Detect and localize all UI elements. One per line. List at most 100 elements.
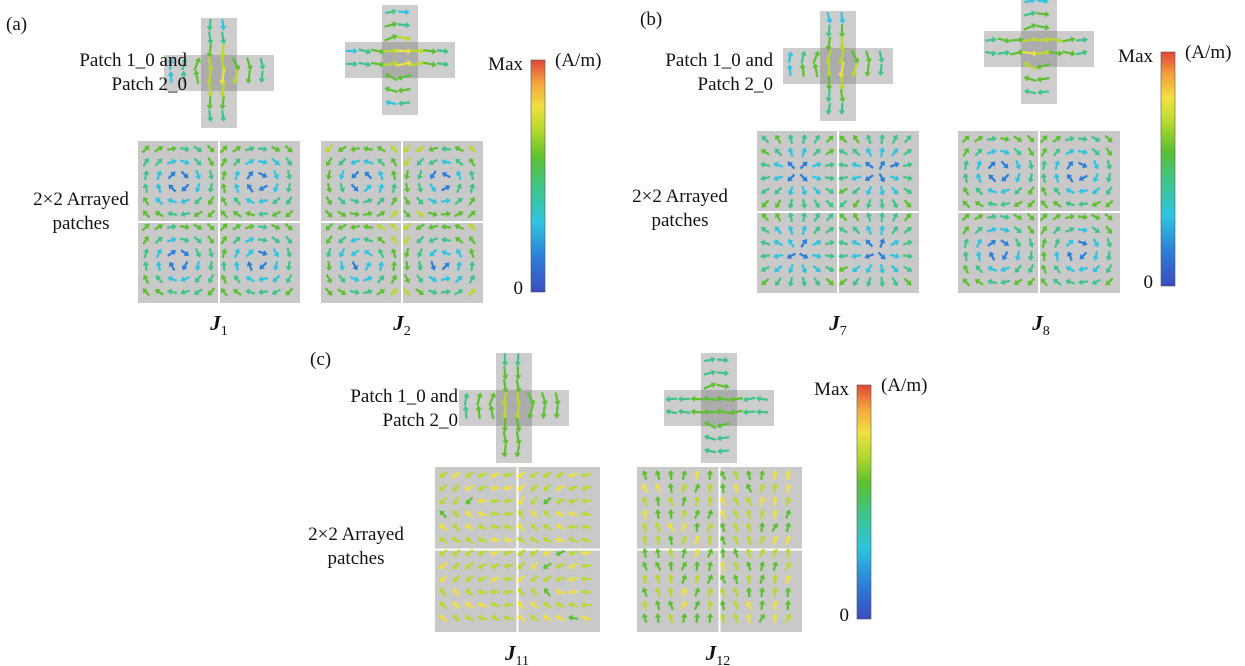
arrow-head [865, 239, 871, 245]
arrow-head [906, 280, 912, 286]
arrow-head [742, 408, 748, 416]
current-arrow [193, 145, 203, 153]
current-arrow [784, 509, 792, 520]
current-arrow [1035, 49, 1051, 56]
current-arrow [1013, 147, 1022, 156]
current-arrow [677, 395, 691, 403]
current-arrow [517, 549, 526, 557]
arrow-head [377, 158, 383, 164]
arrow-head [1045, 49, 1051, 56]
arrow-head [376, 145, 383, 152]
arrow-head [568, 485, 574, 492]
current-arrow [706, 483, 714, 494]
current-arrow [167, 250, 177, 257]
current-arrow [787, 212, 795, 223]
current-arrow [207, 274, 215, 284]
current-arrow [774, 199, 782, 209]
current-arrow [903, 149, 913, 156]
arrow-head [171, 223, 177, 231]
arrow-head [785, 483, 792, 489]
current-arrow [1040, 173, 1048, 184]
current-arrow [891, 225, 898, 235]
arrow-head [354, 276, 360, 283]
arrow-head [990, 161, 996, 167]
arrow-head [181, 57, 188, 63]
arrow-head [490, 576, 496, 583]
current-arrow [877, 63, 885, 77]
current-arrow [771, 548, 779, 558]
arrow-head [1082, 148, 1088, 156]
arrow-head [233, 183, 240, 189]
arrow-head [167, 71, 175, 76]
current-arrow [416, 247, 423, 258]
current-arrow [1091, 278, 1101, 286]
arrow-head [503, 562, 509, 570]
arrow-head [787, 281, 795, 287]
arrow-shaft [208, 69, 213, 82]
arrow-shaft [464, 408, 468, 419]
current-arrow [377, 248, 385, 258]
arrow-head [1001, 254, 1008, 261]
arrow-head [694, 574, 701, 580]
current-arrow [337, 210, 347, 218]
arrow-head [490, 510, 495, 518]
arrow-head [800, 134, 808, 140]
current-arrow [154, 223, 164, 231]
arrow-head [774, 202, 781, 209]
arrow-head [366, 184, 372, 190]
current-arrow [166, 236, 177, 243]
arrow-head [716, 408, 721, 415]
current-arrow [439, 601, 448, 610]
current-arrow [415, 288, 424, 296]
arrow-head [468, 223, 474, 230]
current-arrow [667, 535, 675, 546]
arrow-head [379, 197, 385, 203]
current-arrow [719, 600, 727, 611]
arrow-head [415, 224, 422, 230]
arrow-head [677, 408, 683, 415]
current-arrow [390, 183, 398, 194]
arrow-head [232, 79, 239, 85]
row-label-patch: Patch 1_0 and [350, 386, 458, 407]
current-arrow [530, 484, 539, 492]
arrow-head [1105, 201, 1111, 208]
current-arrow [195, 169, 202, 180]
current-arrow [259, 57, 266, 71]
arrow-head [1015, 164, 1022, 170]
arrow-head [245, 210, 251, 217]
arrow-shaft [1026, 90, 1037, 95]
arrow-head [681, 522, 688, 528]
current-arrow [1078, 161, 1088, 169]
arrow-head [879, 160, 886, 167]
current-arrow [1078, 265, 1089, 273]
current-arrow [641, 587, 648, 598]
current-arrow [568, 523, 579, 531]
current-arrow [667, 548, 674, 559]
arrow-head [1107, 214, 1113, 221]
current-arrow [1040, 147, 1048, 157]
arrow-head [404, 199, 411, 206]
current-arrow [454, 210, 464, 218]
arrow-head [775, 280, 781, 287]
current-arrow [477, 588, 488, 596]
current-arrow [681, 509, 688, 520]
arrow-shaft [436, 62, 447, 66]
current-arrow [1077, 148, 1088, 156]
arrow-head [693, 561, 701, 566]
arrow-head [275, 224, 281, 231]
arrow-head [530, 576, 536, 583]
current-arrow [142, 210, 151, 219]
arrow-head [1014, 177, 1021, 183]
arrow-shaft [396, 35, 409, 40]
arrow-head [195, 57, 201, 63]
arrow-head [222, 223, 228, 229]
current-arrow [555, 563, 566, 570]
current-arrow [363, 184, 372, 193]
current-arrow [396, 74, 412, 81]
mode-label: J11 [504, 641, 529, 666]
arrow-head [416, 160, 423, 166]
current-arrow [962, 225, 969, 235]
current-arrow [325, 144, 334, 153]
current-arrow [787, 276, 795, 287]
current-arrow [703, 356, 716, 363]
